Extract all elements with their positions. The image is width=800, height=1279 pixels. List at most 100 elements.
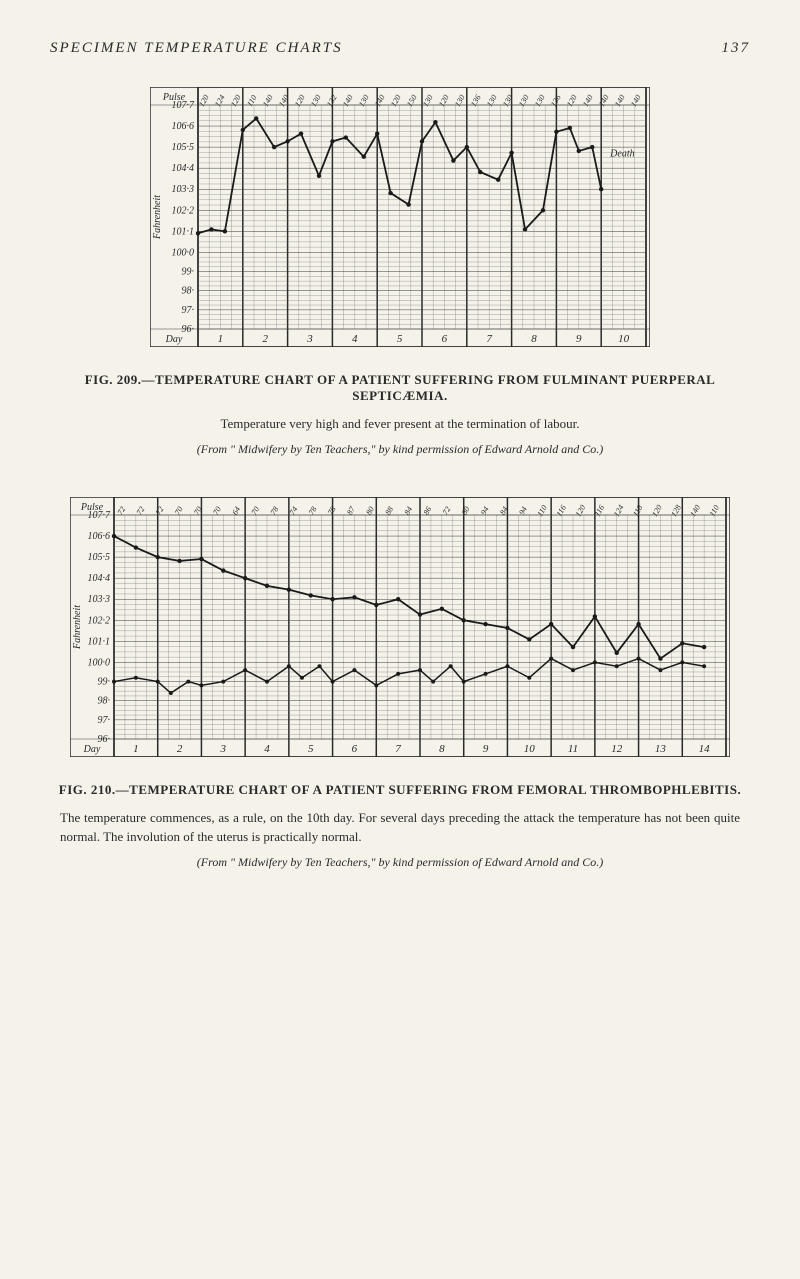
svg-text:14: 14	[699, 743, 711, 755]
svg-text:87: 87	[345, 504, 357, 516]
svg-text:4: 4	[264, 743, 270, 755]
svg-text:132: 132	[325, 93, 339, 108]
fig-210-source: (From " Midwifery by Ten Teachers," by k…	[50, 855, 750, 870]
svg-text:110: 110	[535, 503, 548, 517]
svg-text:Fahrenheit: Fahrenheit	[72, 604, 83, 649]
svg-text:70: 70	[249, 505, 261, 516]
page-header: SPECIMEN TEMPERATURE CHARTS 137	[50, 40, 750, 57]
svg-text:105·5: 105·5	[172, 142, 195, 153]
svg-text:140: 140	[341, 93, 355, 108]
svg-text:140: 140	[581, 93, 595, 108]
svg-text:72: 72	[116, 505, 128, 516]
svg-text:101·1: 101·1	[172, 226, 195, 237]
svg-text:97·: 97·	[182, 305, 195, 316]
svg-text:120: 120	[229, 93, 243, 108]
svg-text:140: 140	[613, 93, 627, 108]
svg-text:136: 136	[469, 93, 483, 108]
svg-text:128: 128	[669, 503, 683, 518]
svg-text:9: 9	[483, 743, 489, 755]
svg-text:2: 2	[262, 333, 268, 345]
svg-text:7: 7	[395, 743, 401, 755]
svg-text:70: 70	[211, 505, 223, 516]
svg-text:96·: 96·	[182, 324, 195, 335]
svg-text:8: 8	[531, 333, 537, 345]
svg-text:136: 136	[549, 93, 563, 108]
svg-text:Day: Day	[165, 334, 183, 345]
svg-text:78: 78	[269, 505, 281, 516]
svg-text:5: 5	[308, 743, 314, 755]
svg-text:10: 10	[524, 743, 536, 755]
svg-text:1: 1	[133, 743, 139, 755]
svg-text:101·1: 101·1	[88, 636, 111, 647]
fig-210-body: The temperature commences, as a rule, on…	[60, 808, 740, 847]
svg-text:7: 7	[486, 333, 492, 345]
svg-text:130: 130	[453, 93, 467, 108]
svg-text:Death: Death	[609, 149, 634, 160]
svg-text:97·: 97·	[98, 714, 111, 725]
svg-text:107·7: 107·7	[172, 100, 196, 111]
svg-text:2: 2	[177, 743, 183, 755]
svg-text:130: 130	[421, 93, 435, 108]
svg-text:100·0: 100·0	[172, 247, 195, 258]
svg-text:12: 12	[611, 743, 623, 755]
svg-text:106·6: 106·6	[172, 121, 195, 132]
svg-text:9: 9	[576, 333, 582, 345]
fig-209-title: FIG. 209.—TEMPERATURE CHART OF A PATIENT…	[50, 372, 750, 404]
svg-text:105·5: 105·5	[88, 552, 111, 563]
svg-text:100·0: 100·0	[88, 657, 111, 668]
svg-text:11: 11	[568, 743, 578, 755]
svg-text:116: 116	[555, 503, 568, 517]
svg-text:103·3: 103·3	[172, 184, 195, 195]
svg-text:120: 120	[437, 93, 451, 108]
svg-text:130: 130	[357, 93, 371, 108]
chart-209: PulseDay12345678910120124120110140140120…	[50, 87, 750, 347]
svg-text:124: 124	[612, 503, 626, 518]
svg-text:99·: 99·	[182, 267, 195, 278]
svg-text:120: 120	[574, 503, 588, 518]
svg-text:80: 80	[364, 505, 376, 516]
svg-text:102·2: 102·2	[88, 615, 111, 626]
svg-text:78: 78	[326, 505, 338, 516]
svg-text:72: 72	[441, 505, 453, 516]
svg-text:104·4: 104·4	[88, 573, 111, 584]
svg-text:120: 120	[565, 93, 579, 108]
chart-209-svg: PulseDay12345678910120124120110140140120…	[150, 87, 650, 347]
svg-text:118: 118	[631, 503, 644, 517]
svg-text:110: 110	[245, 94, 258, 108]
svg-text:124: 124	[213, 93, 227, 108]
chart-210: PulseDay12345678910111213147272727070706…	[50, 497, 750, 757]
svg-text:6: 6	[442, 333, 448, 345]
svg-text:72: 72	[154, 505, 166, 516]
svg-text:94: 94	[517, 505, 529, 516]
svg-text:140: 140	[373, 93, 387, 108]
svg-text:70: 70	[173, 505, 185, 516]
svg-text:64: 64	[230, 505, 242, 516]
svg-text:6: 6	[352, 743, 358, 755]
svg-text:130: 130	[501, 93, 515, 108]
fig-210-title: FIG. 210.—TEMPERATURE CHART OF A PATIENT…	[50, 782, 750, 798]
svg-text:86: 86	[422, 505, 434, 516]
svg-text:104·4: 104·4	[172, 163, 195, 174]
svg-text:110: 110	[708, 503, 721, 517]
svg-text:80: 80	[460, 505, 472, 516]
svg-text:94: 94	[479, 505, 491, 516]
svg-text:130: 130	[533, 93, 547, 108]
svg-text:120: 120	[197, 93, 211, 108]
svg-text:3: 3	[306, 333, 313, 345]
svg-text:4: 4	[352, 333, 358, 345]
svg-text:140: 140	[688, 503, 702, 518]
fig-209-caption: Temperature very high and fever present …	[70, 414, 730, 434]
svg-text:120: 120	[650, 503, 664, 518]
svg-text:140: 140	[277, 93, 291, 108]
chart-210-svg: PulseDay12345678910111213147272727070706…	[70, 497, 730, 757]
svg-text:5: 5	[397, 333, 403, 345]
svg-text:10: 10	[618, 333, 630, 345]
svg-text:98·: 98·	[98, 695, 111, 706]
svg-text:107·7: 107·7	[88, 510, 112, 521]
svg-text:8: 8	[439, 743, 445, 755]
running-head: SPECIMEN TEMPERATURE CHARTS	[50, 40, 343, 57]
svg-text:140: 140	[629, 93, 643, 108]
svg-text:84: 84	[402, 505, 414, 516]
svg-text:Day: Day	[83, 744, 101, 755]
svg-text:72: 72	[135, 505, 147, 516]
